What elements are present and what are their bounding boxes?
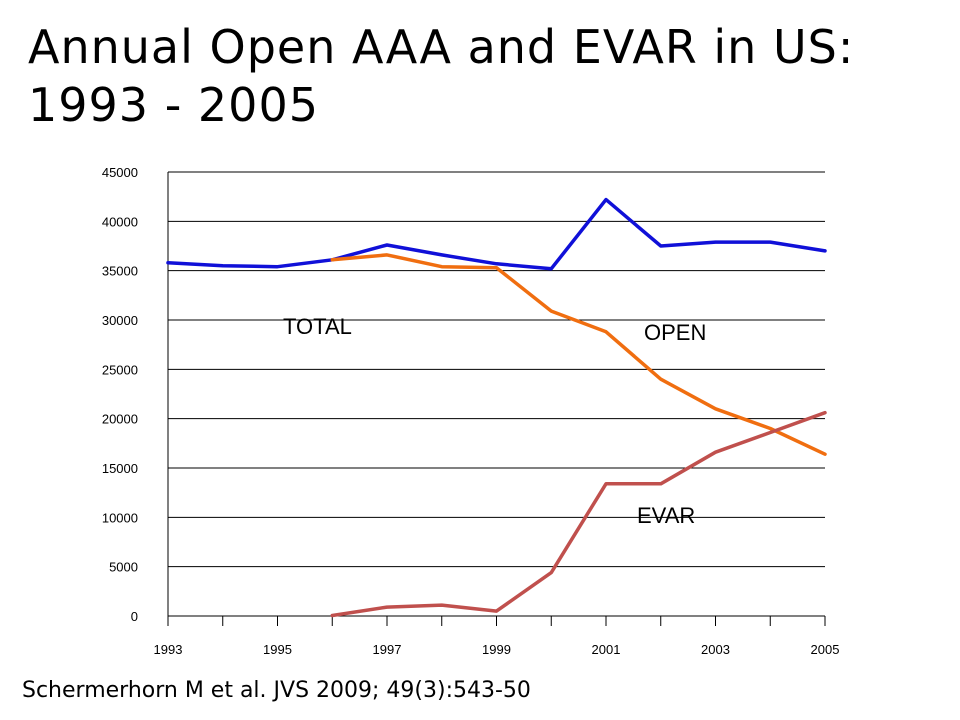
- x-tick-label: 2001: [592, 642, 621, 657]
- series-label-evar: EVAR: [637, 503, 695, 528]
- y-tick-label: 35000: [102, 264, 138, 279]
- x-tick-label: 1995: [263, 642, 292, 657]
- series-line-open: [330, 253, 827, 456]
- y-tick-label: 0: [131, 609, 138, 624]
- series-labels: TOTAL OPEN EVAR: [283, 314, 706, 528]
- x-tick-label: 2003: [701, 642, 730, 657]
- y-tick-label: 45000: [102, 165, 138, 180]
- x-tick-label: 1999: [482, 642, 511, 657]
- axes: 0 5000 10000 15000 20000 25000 30000 35000 40000…: [102, 165, 840, 657]
- y-tick-label: 15000: [102, 461, 138, 476]
- series-line-total: [166, 197, 827, 271]
- x-tick-label: 1993: [154, 642, 183, 657]
- series-label-open: OPEN: [644, 320, 706, 345]
- series-line-evar: [330, 410, 827, 618]
- series-label-total: TOTAL: [283, 314, 352, 339]
- y-tick-label: 10000: [102, 510, 138, 525]
- x-tick-label: 2005: [811, 642, 840, 657]
- series-lines: [166, 197, 827, 618]
- x-tick-label: 1997: [373, 642, 402, 657]
- y-tick-label: 25000: [102, 362, 138, 377]
- line-chart: 0 5000 10000 15000 20000 25000 30000 35000 40000…: [102, 165, 840, 657]
- y-tick-label: 40000: [102, 214, 138, 229]
- gridlines: [168, 171, 825, 617]
- slide-title-line-2: 1993 - 2005: [28, 78, 319, 132]
- slide-title-line-1: Annual Open AAA and EVAR in US:: [28, 20, 855, 74]
- citation: Schermerhorn M et al. JVS 2009; 49(3):54…: [22, 678, 531, 703]
- y-tick-label: 20000: [102, 412, 138, 427]
- y-tick-label: 30000: [102, 313, 138, 328]
- slide-title: Annual Open AAA and EVAR in US: 1993 - 2…: [28, 18, 928, 134]
- y-tick-label: 5000: [109, 560, 138, 575]
